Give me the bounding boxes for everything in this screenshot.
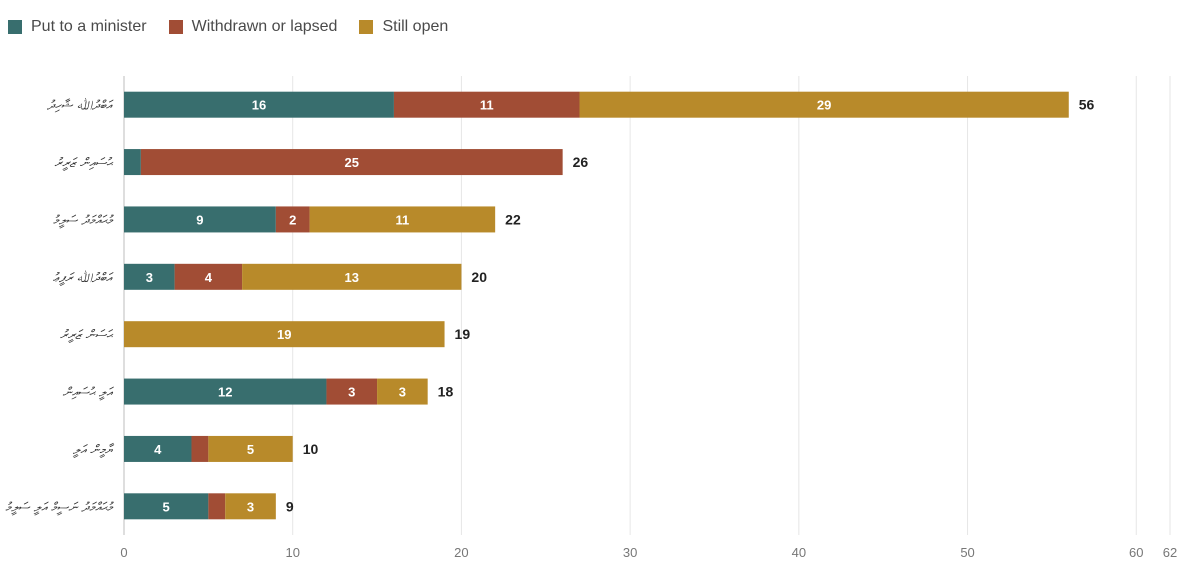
bar-segment-5-1 [326, 378, 378, 405]
segment-label-4-2: 19 [277, 327, 291, 342]
total-label-5: 18 [438, 384, 454, 400]
segment-label-2-2: 11 [395, 212, 409, 227]
segment-label-0-2: 29 [817, 98, 831, 113]
bar-segment-6-1 [191, 435, 209, 462]
bar-segment-2-0 [124, 206, 276, 233]
legend-label-withdrawn-or-lapsed: Withdrawn or lapsed [191, 18, 338, 35]
x-tick-label-10: 10 [285, 545, 299, 560]
bar-segment-5-0 [124, 378, 327, 405]
category-label-3: އަބްދުﷲ ރަފީޢު [53, 270, 114, 286]
legend-swatch-withdrawn-or-lapsed [168, 20, 183, 34]
category-label-2: މުޙައްމަދު ސަލީމު [53, 213, 114, 228]
segment-label-6-0: 4 [154, 442, 162, 457]
bar-segment-7-0 [124, 493, 209, 520]
bar-segment-3-2 [242, 263, 462, 290]
legend-label-put-to-minister: Put to a minister [31, 18, 147, 35]
segment-label-2-1: 2 [289, 212, 296, 227]
total-label-2: 22 [505, 211, 521, 227]
segment-label-0-1: 11 [480, 98, 494, 113]
bar-segment-3-0 [124, 263, 175, 290]
x-tick-label-20: 20 [454, 545, 468, 560]
bar-segment-1-0 [124, 149, 141, 176]
segment-label-5-1: 3 [348, 385, 355, 400]
x-tick-label-0: 0 [120, 545, 127, 560]
segment-label-3-0: 3 [146, 270, 153, 285]
bar-segment-2-1 [275, 206, 310, 233]
legend-item-still-open[interactable]: Still open [359, 18, 448, 36]
segment-label-1-1: 25 [345, 155, 359, 170]
category-label-0: އަބްދުﷲ ޝާހިދު [46, 98, 114, 114]
bar-segment-0-1 [393, 91, 580, 118]
total-label-4: 19 [455, 326, 471, 342]
segment-label-3-1: 4 [205, 270, 213, 285]
legend-item-put-to-minister[interactable]: Put to a minister [8, 18, 147, 36]
category-label-4: ޙަސަން ޒަރީރު [60, 328, 114, 343]
x-tick-label-60: 60 [1129, 545, 1143, 560]
legend: Put to a minister Withdrawn or lapsed St… [8, 18, 470, 36]
segment-label-7-2: 3 [247, 499, 254, 514]
total-label-0: 56 [1079, 97, 1095, 113]
bar-segment-7-1 [208, 493, 226, 520]
total-label-6: 10 [303, 441, 319, 457]
segment-label-2-0: 9 [196, 212, 203, 227]
bar-segment-0-2 [579, 91, 1069, 118]
segment-label-3-2: 13 [345, 270, 359, 285]
segment-label-5-2: 3 [399, 385, 406, 400]
segment-label-7-0: 5 [163, 499, 170, 514]
category-label-7: މުޙައްމަދު ނަސީމް އަލީ ސަލީމު [5, 500, 114, 515]
category-label-1: ޙުސައިން ޒަރީރު [54, 156, 114, 171]
bar-segment-7-2 [225, 493, 276, 520]
bar-segment-3-1 [174, 263, 243, 290]
bar-segment-4-2 [124, 321, 445, 348]
bar-segment-6-2 [208, 435, 293, 462]
total-label-1: 26 [573, 154, 589, 170]
bar-segment-5-2 [377, 378, 428, 405]
category-label-5: އަލީ ޙުސައިން [62, 386, 114, 401]
segment-label-5-0: 12 [218, 385, 232, 400]
bar-segment-0-0 [124, 91, 394, 118]
total-label-3: 20 [471, 269, 487, 285]
segment-label-0-0: 16 [252, 98, 266, 113]
x-tick-label-62: 62 [1163, 545, 1177, 560]
bar-segment-6-0 [124, 435, 192, 462]
total-label-7: 9 [286, 498, 294, 514]
x-tick-label-50: 50 [960, 545, 974, 560]
legend-label-still-open: Still open [382, 18, 449, 35]
bar-segment-2-2 [309, 206, 496, 233]
x-tick-label-30: 30 [623, 545, 637, 560]
bar-segment-1-1 [140, 149, 563, 176]
category-label-6: ޔާމީން އަލީ [72, 442, 115, 458]
legend-swatch-put-to-minister [8, 20, 22, 34]
legend-item-withdrawn-or-lapsed[interactable]: Withdrawn or lapsed [168, 18, 338, 36]
legend-swatch-still-open [359, 20, 374, 34]
x-tick-label-40: 40 [792, 545, 806, 560]
segment-label-6-2: 5 [247, 442, 254, 457]
